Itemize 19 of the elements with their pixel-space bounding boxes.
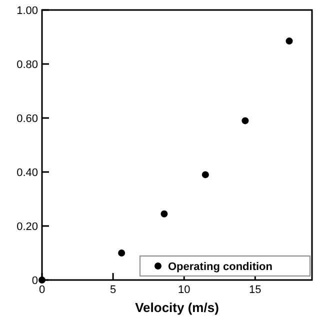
legend-label: Operating condition — [168, 261, 273, 273]
point — [242, 117, 249, 124]
point — [286, 38, 293, 45]
y-tick-label: 1.00 — [16, 5, 38, 17]
point — [118, 250, 126, 256]
point — [38, 276, 46, 284]
point — [202, 171, 209, 178]
x-axis-title: Velocity (m/s) — [135, 300, 219, 315]
y-tick-label: 0.60 — [16, 113, 38, 125]
y-tick-label: 0 — [32, 275, 38, 287]
legend: Operating condition — [140, 256, 310, 276]
y-tick-label: 0.80 — [16, 59, 38, 71]
y-tick-label: 0.40 — [16, 167, 38, 179]
x-tick-label: 0 — [38, 284, 46, 296]
y-tick-label: 0.20 — [16, 221, 38, 233]
x-tick-label: 5 — [110, 284, 116, 296]
point — [160, 210, 168, 218]
x-tick-label: 15 — [249, 284, 262, 296]
x-tick-label: 10 — [178, 284, 190, 296]
